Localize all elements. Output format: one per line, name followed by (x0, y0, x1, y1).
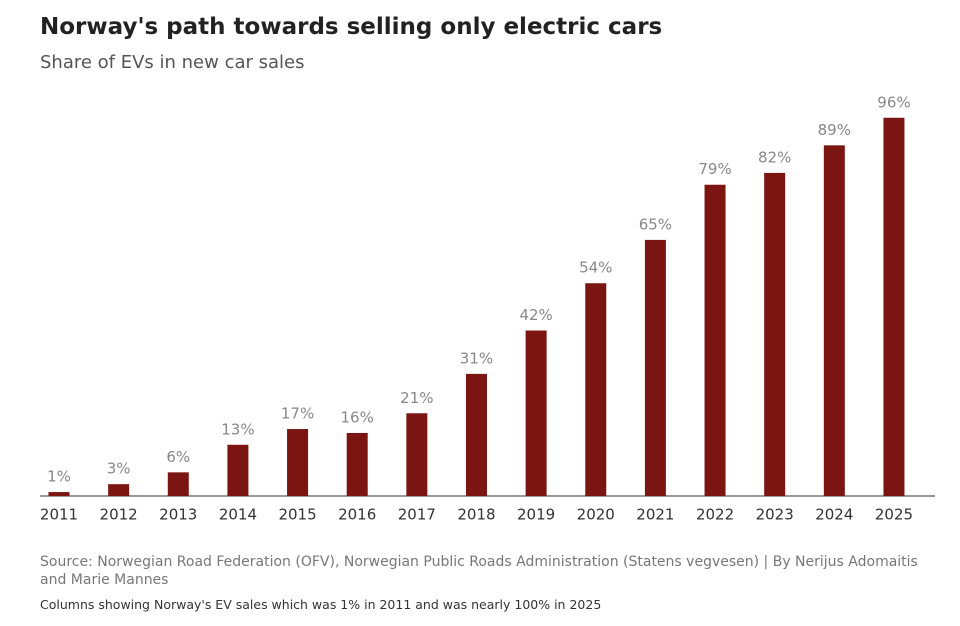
value-label: 65% (639, 215, 672, 233)
bar (704, 184, 726, 497)
value-label: 54% (579, 259, 612, 277)
bar (167, 472, 189, 496)
x-tick-label: 2018 (457, 506, 495, 524)
value-label: 89% (818, 121, 851, 139)
x-tick-label: 2021 (636, 506, 674, 524)
chart: 1% 2011 3% 2012 6% 2013 13% 2014 17% 2015 16% 2016 2… (40, 93, 935, 524)
caption: Columns showing Norway's EV sales which … (40, 597, 602, 612)
x-tick-label: 2025 (875, 506, 913, 524)
value-label: 16% (341, 408, 374, 426)
bar (465, 373, 487, 496)
chart-subtitle: Share of EVs in new car sales (40, 52, 305, 73)
source-note: Source: Norwegian Road Federation (OFV),… (40, 554, 918, 588)
x-tick-label: 2017 (398, 506, 436, 524)
bar (644, 239, 666, 496)
chart-title: Norway's path towards selling only elect… (40, 14, 663, 40)
value-label: 79% (698, 160, 731, 178)
bar (823, 145, 845, 496)
bar (406, 413, 428, 496)
x-tick-label: 2013 (159, 506, 197, 524)
x-tick-label: 2023 (756, 506, 794, 524)
value-label: 21% (400, 389, 433, 407)
bar (227, 444, 249, 496)
bar (585, 283, 607, 496)
x-tick-label: 2011 (40, 506, 78, 524)
x-tick-label: 2020 (577, 506, 615, 524)
bar (525, 330, 547, 496)
bar (883, 117, 905, 496)
x-tick-label: 2014 (219, 506, 257, 524)
value-label: 82% (758, 148, 791, 166)
x-tick-label: 2019 (517, 506, 555, 524)
x-tick-label: 2024 (815, 506, 853, 524)
x-tick-label: 2016 (338, 506, 376, 524)
x-tick-label: 2012 (100, 506, 138, 524)
bar (108, 484, 130, 496)
value-label: 42% (519, 306, 552, 324)
bar (764, 172, 786, 497)
bar (346, 432, 368, 496)
value-label: 96% (877, 93, 910, 111)
value-label: 31% (460, 349, 493, 367)
bar (287, 429, 309, 496)
value-label: 6% (166, 448, 190, 466)
x-tick-label: 2022 (696, 506, 734, 524)
x-tick-label: 2015 (278, 506, 316, 524)
bar (48, 492, 70, 496)
value-label: 1% (47, 468, 71, 486)
value-label: 17% (281, 405, 314, 423)
value-label: 3% (107, 460, 131, 478)
value-label: 13% (221, 420, 254, 438)
